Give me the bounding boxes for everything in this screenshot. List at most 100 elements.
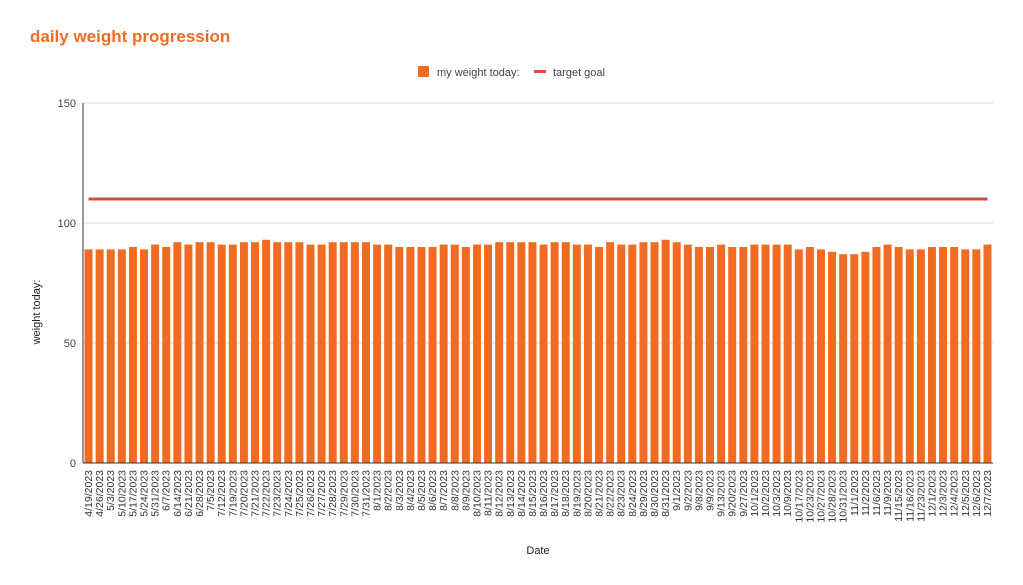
x-tick-label: 10/28/2023 [827, 470, 839, 523]
x-tick-label: 8/20/2023 [582, 470, 594, 517]
x-tick-label: 11/9/2023 [882, 470, 894, 516]
x-axis-title: Date [526, 545, 549, 557]
x-tick-label: 12/3/2023 [938, 470, 950, 517]
bar [739, 247, 748, 463]
bar [628, 244, 637, 463]
x-tick-label: 9/8/2023 [693, 470, 705, 511]
bar [239, 242, 248, 463]
bar [517, 242, 526, 463]
x-tick-label: 9/2/2023 [682, 470, 694, 511]
bar [195, 242, 204, 463]
bar [894, 247, 903, 463]
x-tick-label: 6/14/2023 [172, 470, 184, 517]
x-tick-label: 12/1/2023 [926, 470, 938, 517]
bar [661, 239, 670, 463]
bar [228, 244, 237, 463]
x-tick-label: 8/17/2023 [549, 470, 561, 517]
x-tick-label: 8/9/2023 [460, 470, 472, 511]
x-tick-label: 12/7/2023 [982, 470, 994, 517]
x-tick-label: 8/24/2023 [627, 470, 639, 517]
bar-series [84, 239, 992, 463]
bar [706, 247, 715, 463]
bar [783, 244, 792, 463]
x-tick-label: 8/29/2023 [638, 470, 650, 517]
x-tick-label: 12/5/2023 [960, 470, 972, 517]
x-tick-label: 9/1/2023 [671, 470, 683, 511]
axes: 0 50 100 150 4/19/2023 4/26/2023 5/3/2023 5/10/… [58, 98, 994, 523]
bar [361, 242, 370, 463]
bar [805, 247, 814, 463]
bar [461, 247, 470, 463]
bar [428, 247, 437, 463]
legend-label-weight: my weight today: [437, 67, 520, 79]
bar [506, 242, 515, 463]
x-tick-label: 7/24/2023 [283, 470, 295, 517]
bar [639, 242, 648, 463]
bar [417, 247, 426, 463]
bar [395, 247, 404, 463]
x-tick-label: 7/26/2023 [305, 470, 317, 517]
bar [217, 244, 226, 463]
bar [828, 251, 837, 463]
bar [251, 242, 260, 463]
bar [950, 247, 959, 463]
bar [683, 244, 692, 463]
x-tick-label: 8/7/2023 [438, 470, 450, 511]
x-tick-label: 7/25/2023 [294, 470, 306, 517]
x-tick-label: 9/27/2023 [738, 470, 750, 517]
bar [694, 247, 703, 463]
bar [717, 244, 726, 463]
legend-swatch-goal [534, 70, 546, 73]
x-tick-label: 11/1/2023 [849, 470, 861, 516]
x-tick-label: 8/21/2023 [594, 470, 606, 517]
bar [284, 242, 293, 463]
bar [583, 244, 592, 463]
x-tick-label: 7/20/2023 [238, 470, 250, 517]
x-tick-label: 11/16/2023 [904, 470, 916, 522]
x-tick-label: 8/18/2023 [560, 470, 572, 517]
bar [961, 249, 970, 463]
x-tick-label: 5/31/2023 [150, 470, 162, 517]
x-tick-label: 7/27/2023 [316, 470, 328, 517]
bar [539, 244, 548, 463]
bar [439, 244, 448, 463]
bar [883, 244, 892, 463]
y-axis-title: weight today: [31, 280, 43, 346]
y-tick-label: 100 [58, 218, 76, 230]
y-tick-label: 150 [58, 98, 76, 110]
bar [850, 254, 859, 463]
x-tick-label: 8/1/2023 [372, 470, 384, 511]
bar [772, 244, 781, 463]
x-tick-label: 10/27/2023 [815, 470, 827, 523]
bar [495, 242, 504, 463]
bar [450, 244, 459, 463]
bar [816, 249, 825, 463]
bar [317, 244, 326, 463]
x-tick-label: 8/2/2023 [383, 470, 395, 511]
x-tick-label: 7/30/2023 [349, 470, 361, 517]
bar [750, 244, 759, 463]
legend-label-goal: target goal [553, 67, 605, 79]
x-tick-label: 7/19/2023 [227, 470, 239, 517]
x-tick-label: 5/17/2023 [127, 470, 139, 517]
bar [373, 244, 382, 463]
bar [528, 242, 537, 463]
x-tick-label: 10/3/2023 [771, 470, 783, 517]
x-tick-label: 10/9/2023 [782, 470, 794, 517]
bar [728, 247, 737, 463]
bar [106, 249, 115, 463]
x-tick-label: 10/17/2023 [793, 470, 805, 523]
x-tick-label: 8/22/2023 [605, 470, 617, 517]
x-tick-label: 5/3/2023 [105, 470, 117, 511]
bar [328, 242, 337, 463]
x-tick-label: 8/10/2023 [471, 470, 483, 517]
x-tick-label: 6/7/2023 [161, 470, 173, 511]
bar [839, 254, 848, 463]
chart-title: daily weight progression [30, 27, 231, 46]
x-tick-label: 11/23/2023 [915, 470, 927, 522]
x-tick-label: 9/20/2023 [727, 470, 739, 517]
bar [861, 251, 870, 463]
x-tick-label: 8/23/2023 [616, 470, 628, 517]
bar [606, 242, 615, 463]
